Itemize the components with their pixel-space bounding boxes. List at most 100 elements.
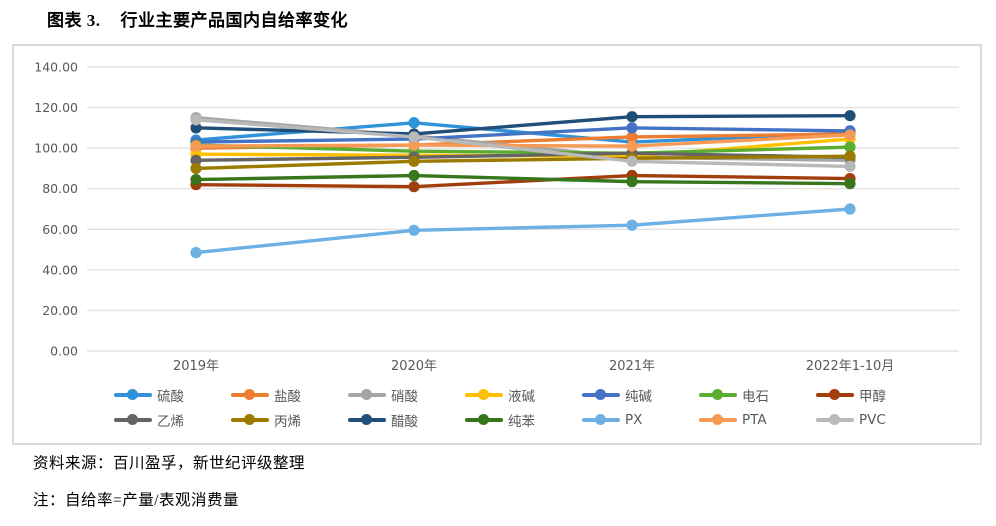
series-PX (190, 203, 856, 259)
legend-label: 硝酸 (391, 388, 418, 405)
data-point (408, 117, 420, 129)
series-纯苯 (190, 169, 856, 190)
chart-legend: 硫酸 盐酸 硝酸 液碱 纯碱 电石 甲醇乙烯 丙烯 醋酸 纯苯 PX PTA PVC (14, 382, 980, 432)
data-point (844, 110, 856, 122)
legend-row-1: 硫酸 盐酸 硝酸 液碱 纯碱 电石 甲醇 (114, 382, 980, 407)
legend-dot (244, 389, 255, 400)
legend-marker-icon (231, 414, 269, 426)
y-axis-labels: 0.00 20.00 40.00 60.00 80.00 100.00 120.00 140.… (34, 60, 78, 359)
data-point (190, 114, 202, 126)
legend-item-甲醇: 甲醇 (816, 385, 933, 405)
legend-item-纯碱: 纯碱 (582, 385, 699, 405)
legend-marker-icon (231, 389, 269, 401)
y-tick-label: 0.00 (50, 344, 78, 359)
legend-label: 液碱 (508, 388, 535, 405)
legend-dot (712, 389, 723, 400)
data-point (190, 154, 202, 166)
figure-title: 行业主要产品国内自给率变化 (120, 11, 348, 30)
x-tick-label: 2020年 (391, 359, 437, 374)
y-tick-label: 120.00 (34, 100, 78, 115)
legend-row-2: 乙烯 丙烯 醋酸 纯苯 PX PTA PVC (114, 407, 980, 432)
series-丙烯 (190, 150, 856, 175)
data-point (844, 141, 856, 153)
y-tick-label: 60.00 (42, 222, 78, 237)
data-point (408, 155, 420, 167)
series-醋酸 (190, 110, 856, 140)
legend-marker-icon (816, 389, 854, 401)
legend-label: 硫酸 (157, 388, 184, 405)
legend-item-乙烯: 乙烯 (114, 410, 231, 430)
legend-label: 丙烯 (274, 413, 301, 430)
legend-dot (712, 414, 723, 425)
legend-dot (478, 389, 489, 400)
legend-item-丙烯: 丙烯 (231, 410, 348, 430)
legend-label: 电石 (742, 388, 769, 405)
x-tick-label: 2021年 (609, 359, 655, 374)
legend-label: 甲醇 (859, 388, 886, 405)
legend-label: PX (625, 411, 643, 428)
legend-dot (829, 389, 840, 400)
data-point (408, 139, 420, 151)
legend-dot (595, 389, 606, 400)
source-note: 资料来源：百川盈孚，新世纪评级整理 (33, 455, 306, 472)
legend-marker-icon (816, 414, 854, 426)
x-tick-label: 2019年 (173, 359, 219, 374)
legend-item-硫酸: 硫酸 (114, 385, 231, 405)
legend-item-电石: 电石 (699, 385, 816, 405)
legend-label: PVC (859, 411, 886, 428)
legend-item-PX: PX (582, 412, 699, 428)
legend-marker-icon (699, 389, 737, 401)
data-point (626, 219, 638, 231)
data-point (190, 247, 202, 259)
legend-marker-icon (348, 389, 386, 401)
data-point (190, 140, 202, 152)
data-point (190, 162, 202, 175)
data-point (190, 173, 202, 186)
figure-label: 图表 3. (47, 11, 101, 30)
data-point (408, 181, 420, 193)
data-point (844, 150, 856, 162)
data-point (408, 224, 420, 236)
legend-item-硝酸: 硝酸 (348, 385, 465, 405)
legend-marker-icon (465, 414, 503, 426)
legend-label: 醋酸 (391, 413, 418, 430)
legend-dot (127, 389, 138, 400)
legend-marker-icon (582, 414, 620, 426)
formula-note: 注：自给率=产量/表观消费量 (33, 492, 240, 509)
line-chart: 0.00 20.00 40.00 60.00 80.00 100.00 120.00 140.… (34, 60, 959, 374)
legend-marker-icon (699, 414, 737, 426)
series-PVC (190, 114, 856, 172)
series-PTA (190, 129, 856, 152)
legend-label: 纯苯 (508, 413, 535, 430)
y-tick-label: 20.00 (42, 303, 78, 318)
legend-label: 纯碱 (625, 388, 652, 405)
x-tick-label: 2022年1-10月 (806, 359, 895, 374)
data-point (844, 178, 856, 190)
y-tick-label: 80.00 (42, 181, 78, 196)
legend-dot (127, 414, 138, 425)
chart-container: 0.00 20.00 40.00 60.00 80.00 100.00 120.00 140.… (12, 44, 982, 445)
data-point (844, 129, 856, 141)
legend-marker-icon (114, 389, 152, 401)
legend-label: PTA (742, 411, 767, 428)
y-tick-label: 100.00 (34, 141, 78, 156)
data-point (190, 122, 202, 134)
legend-item-纯苯: 纯苯 (465, 410, 582, 430)
page-title: 图表 3. 行业主要产品国内自给率变化 (47, 6, 348, 31)
legend-dot (478, 414, 489, 425)
legend-item-醋酸: 醋酸 (348, 410, 465, 430)
legend-marker-icon (114, 414, 152, 426)
data-point (626, 122, 638, 134)
legend-marker-icon (348, 414, 386, 426)
legend-label: 盐酸 (274, 388, 301, 405)
legend-marker-icon (582, 389, 620, 401)
legend-dot (361, 414, 372, 425)
data-point (408, 169, 420, 182)
legend-dot (244, 414, 255, 425)
legend-dot (361, 389, 372, 400)
data-point (626, 176, 638, 188)
legend-item-PVC: PVC (816, 412, 933, 428)
y-tick-label: 140.00 (34, 60, 78, 75)
y-tick-label: 40.00 (42, 262, 78, 277)
data-point (626, 131, 638, 143)
